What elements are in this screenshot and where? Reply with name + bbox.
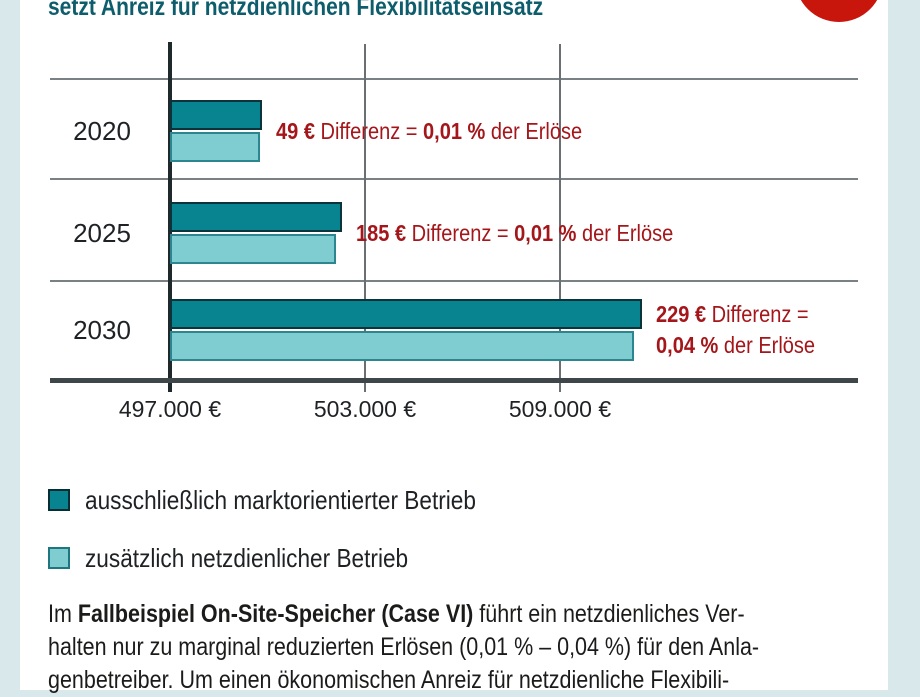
annotation-segment: 0,01 % <box>514 219 577 246</box>
caption-line-2: halten nur zu marginal reduzierten Erlös… <box>48 633 760 661</box>
annotation-line: 229 € Differenz = <box>656 299 815 330</box>
annotation-segment: 185 € <box>355 219 407 246</box>
x-tick-label: 497.000 € <box>118 396 222 422</box>
legend-item-netz: zusätzlich netzdienlicher Betrieb <box>48 542 456 573</box>
legend-label-market: ausschließlich marktorientierter Betrieb <box>85 484 476 515</box>
difference-annotation: 49 € Differenz = 0,01 % der Erlöse <box>276 116 582 147</box>
legend-label-netz: zusätzlich netzdienlicher Betrieb <box>85 542 409 573</box>
x-tick-label: 503.000 € <box>313 396 417 422</box>
annotation-segment: 0,01 % <box>422 117 486 144</box>
annotation-segment: 229 € <box>655 301 706 327</box>
x-axis-line <box>50 378 858 383</box>
annotation-segment: Differenz = <box>705 301 809 327</box>
annotation-segment: 49 € <box>275 117 315 144</box>
gridline <box>559 44 561 392</box>
annotation-segment: der Erlöse <box>576 219 674 246</box>
difference-annotation: 185 € Differenz = 0,01 % der Erlöse <box>356 218 673 249</box>
annotation-segment: Differenz = <box>406 219 515 246</box>
annotation-line: 49 € Differenz = 0,01 % der Erlöse <box>276 116 582 147</box>
year-label: 2030 <box>73 315 131 345</box>
caption-line-3: genbetreiber. Um einen ökonomischen Anre… <box>48 666 730 694</box>
annotation-segment: der Erlöse <box>718 332 815 358</box>
annotation-segment: Differenz = <box>314 117 423 144</box>
x-tick-label: 509.000 € <box>508 396 612 422</box>
annotation-segment: der Erlöse <box>485 117 583 144</box>
year-label: 2020 <box>73 116 131 146</box>
gridline <box>364 44 366 392</box>
caption-line-1: Im Fallbeispiel On-Site-Speicher (Case V… <box>48 600 745 628</box>
row-separator-line <box>50 78 858 80</box>
difference-annotation: 229 € Differenz = 0,04 % der Erlöse <box>656 299 815 361</box>
market-bar <box>170 202 342 232</box>
row-separator-line <box>50 178 858 180</box>
year-label: 2025 <box>73 218 131 248</box>
netz-bar <box>170 132 261 162</box>
row-separator-line <box>50 280 858 282</box>
chart-title: setzt Anreiz für netzdienlichen Flexibil… <box>48 0 544 21</box>
annotation-line: 185 € Differenz = 0,01 % der Erlöse <box>356 218 673 249</box>
caption-paragraph: Im Fallbeispiel On-Site-Speicher (Case V… <box>48 598 759 697</box>
legend-swatch-market <box>48 489 70 511</box>
legend-item-market: ausschließlich marktorientierter Betrieb <box>48 484 534 515</box>
market-bar <box>170 299 642 329</box>
annotation-segment: 0,04 % <box>655 332 719 358</box>
netz-bar <box>170 331 635 361</box>
market-bar <box>170 100 262 130</box>
annotation-line: 0,04 % der Erlöse <box>656 330 815 361</box>
netz-bar <box>170 234 336 264</box>
legend-swatch-netz <box>48 547 70 569</box>
